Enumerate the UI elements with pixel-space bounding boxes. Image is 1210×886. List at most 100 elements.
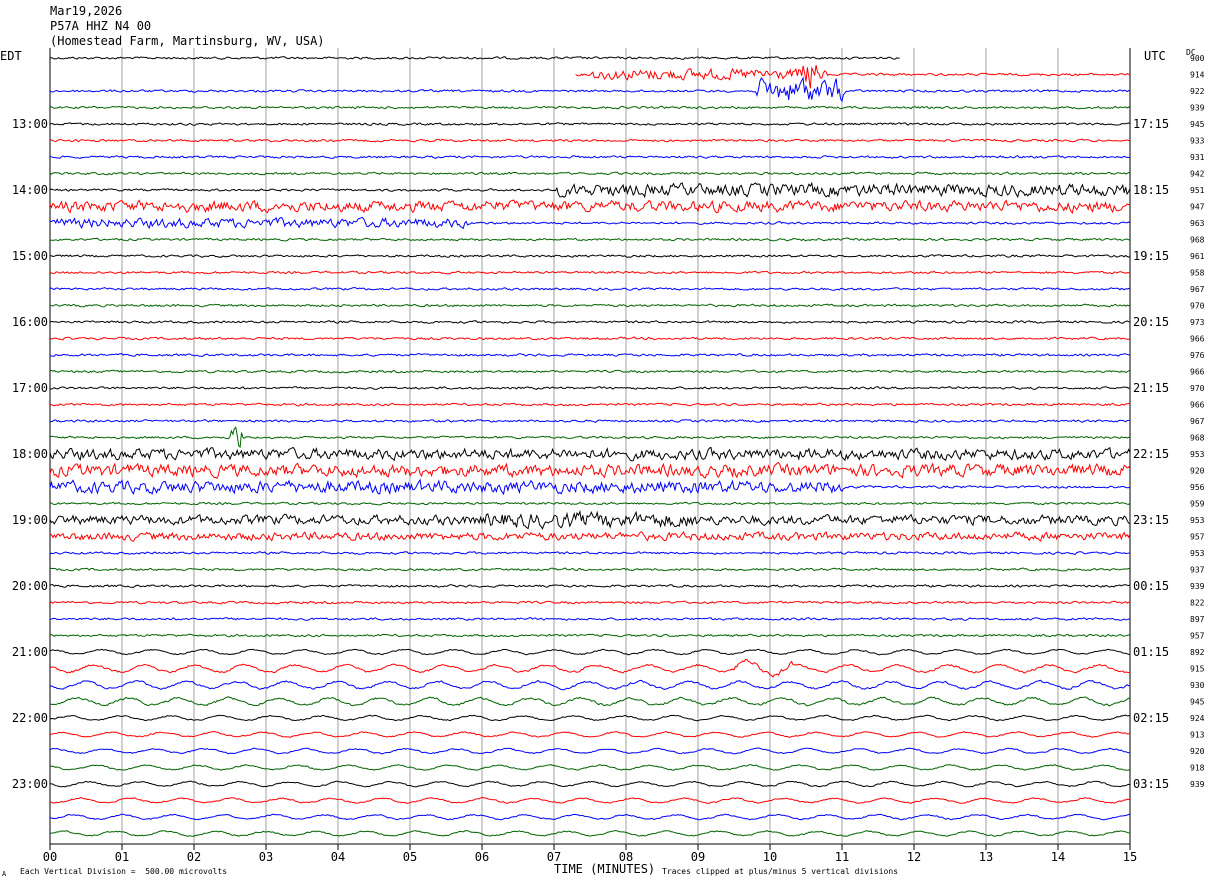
- x-tick-label: 02: [187, 850, 201, 864]
- dc-offset-label: 947: [1190, 203, 1205, 212]
- left-time-label: 17:00: [12, 381, 48, 395]
- trace-line-red: [49, 730, 1131, 738]
- plot-date: Mar19,2026: [50, 4, 123, 18]
- right-time-label: 02:15: [1133, 711, 1169, 725]
- dc-offset-label: 939: [1190, 104, 1205, 113]
- dc-offset-label: 966: [1190, 335, 1205, 344]
- x-tick-label: 04: [331, 850, 345, 864]
- dc-offset-label: 922: [1190, 87, 1205, 96]
- x-tick-label: 00: [43, 850, 57, 864]
- x-tick-label: 06: [475, 850, 489, 864]
- dc-offset-label: 953: [1190, 450, 1205, 459]
- dc-offset-label: 897: [1190, 615, 1205, 624]
- dc-offset-label: 956: [1190, 483, 1205, 492]
- dc-offset-label: 967: [1190, 417, 1205, 426]
- left-time-label: 23:00: [12, 777, 48, 791]
- dc-offset-label: 918: [1190, 764, 1205, 773]
- x-tick-label: 05: [403, 850, 417, 864]
- dc-offset-label: 930: [1190, 681, 1205, 690]
- x-tick-label: 15: [1123, 850, 1137, 864]
- station-id: P57A HHZ N4 00: [50, 19, 152, 33]
- trace-line-green: [49, 696, 1131, 707]
- dc-offset-label: 953: [1190, 516, 1205, 525]
- dc-offset-label: 920: [1190, 467, 1205, 476]
- dc-offset-label: 966: [1190, 401, 1205, 410]
- right-time-label: 21:15: [1133, 381, 1169, 395]
- x-tick-label: 10: [763, 850, 777, 864]
- x-tick-label: 08: [619, 850, 633, 864]
- dc-offset-label: 933: [1190, 137, 1205, 146]
- trace-line-green: [49, 237, 1131, 242]
- right-time-label: 18:15: [1133, 183, 1169, 197]
- trace-line-black: [49, 56, 900, 60]
- right-time-label: 01:15: [1133, 645, 1169, 659]
- trace-line-green: [49, 369, 1131, 374]
- station-location: (Homestead Farm, Martinsburg, WV, USA): [50, 34, 325, 48]
- trace-line-green: [49, 567, 1131, 572]
- trace-line-red: [575, 65, 1131, 89]
- dc-offset-label: 931: [1190, 153, 1205, 162]
- trace-line-green: [49, 303, 1131, 308]
- trace-line-green: [49, 764, 1131, 771]
- right-timezone-label: UTC: [1144, 49, 1166, 63]
- x-tick-label: 12: [907, 850, 921, 864]
- dc-offset-label: 945: [1190, 698, 1205, 707]
- dc-offset-label: 967: [1190, 285, 1205, 294]
- dc-offset-label: 970: [1190, 384, 1205, 393]
- left-time-label: 16:00: [12, 315, 48, 329]
- trace-line-red: [49, 600, 1131, 605]
- trace-line-black: [49, 648, 1131, 656]
- left-time-label: 20:00: [12, 579, 48, 593]
- dc-offset-label: 937: [1190, 566, 1205, 575]
- dc-offset-label: 973: [1190, 318, 1205, 327]
- dc-offset-label: 892: [1190, 648, 1205, 657]
- right-time-label: 19:15: [1133, 249, 1169, 263]
- dc-offset-label: 958: [1190, 269, 1205, 278]
- trace-line-black: [49, 320, 1131, 324]
- dc-offset-label: 939: [1190, 582, 1205, 591]
- x-tick-label: 03: [259, 850, 273, 864]
- trace-line-green: [49, 829, 1131, 837]
- x-tick-label: 13: [979, 850, 993, 864]
- dc-offset-label: 924: [1190, 714, 1205, 723]
- dc-offset-label: 913: [1190, 731, 1205, 740]
- dc-offset-label: 959: [1190, 500, 1205, 509]
- trace-line-red: [49, 336, 1131, 341]
- dc-offset-label: 942: [1190, 170, 1205, 179]
- trace-line-green: [49, 501, 1131, 506]
- trace-line-blue: [49, 287, 1131, 291]
- right-time-label: 17:15: [1133, 117, 1169, 131]
- right-time-label: 03:15: [1133, 777, 1169, 791]
- trace-line-black: [49, 446, 1131, 462]
- dc-offset-label: 968: [1190, 434, 1205, 443]
- dc-offset-label: 976: [1190, 351, 1205, 360]
- left-time-label: 19:00: [12, 513, 48, 527]
- left-time-label: 18:00: [12, 447, 48, 461]
- trace-line-black: [49, 584, 1131, 588]
- left-time-label: 14:00: [12, 183, 48, 197]
- dc-offset-label: 951: [1190, 186, 1205, 195]
- dc-offset-label: 945: [1190, 120, 1205, 129]
- trace-line-blue: [49, 478, 1131, 496]
- scale-note: Each Vertical Division = 500.00 microvol…: [20, 867, 228, 876]
- trace-line-red: [49, 199, 1131, 214]
- x-tick-label: 11: [835, 850, 849, 864]
- trace-line-blue: [49, 617, 1131, 621]
- trace-line-green: [49, 633, 1131, 638]
- trace-line-black: [49, 714, 1131, 722]
- trace-line-green: [49, 105, 1131, 110]
- trace-line-green: [49, 171, 1131, 176]
- x-axis-title: TIME (MINUTES): [554, 862, 656, 876]
- trace-line-red: [49, 530, 1131, 542]
- clip-note: Traces clipped at plus/minus 5 vertical …: [662, 867, 899, 876]
- left-time-label: 22:00: [12, 711, 48, 725]
- dc-offset-label: 920: [1190, 747, 1205, 756]
- trace-line-red: [49, 659, 1131, 678]
- trace-line-red: [49, 270, 1131, 275]
- trace-line-blue: [49, 76, 1131, 103]
- left-time-label: 15:00: [12, 249, 48, 263]
- trace-line-blue: [49, 679, 1131, 691]
- dc-offset-label: 970: [1190, 302, 1205, 311]
- x-tick-label: 09: [691, 850, 705, 864]
